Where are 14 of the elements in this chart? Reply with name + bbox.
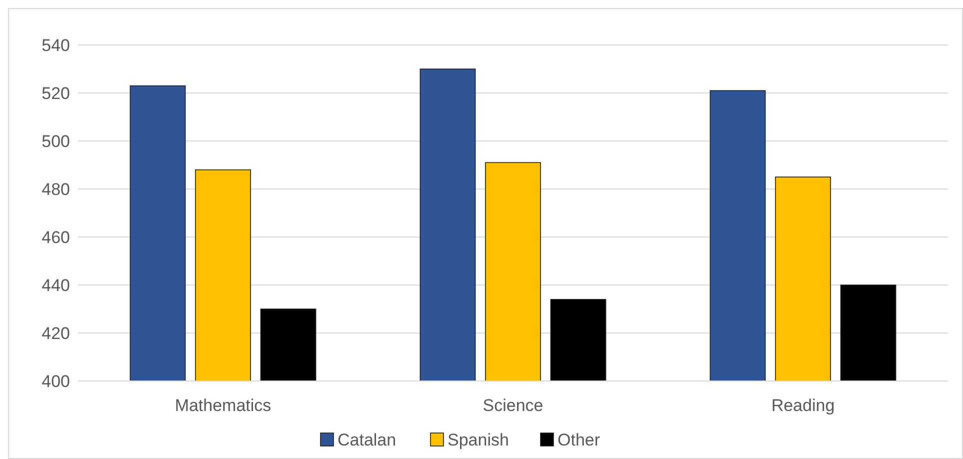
y-tick-label: 540 — [42, 36, 70, 55]
legend-label: Catalan — [338, 430, 396, 450]
legend-label: Other — [558, 430, 600, 450]
x-tick-label: Science — [482, 396, 544, 415]
y-tick-label: 520 — [42, 84, 70, 103]
y-tick-label: 440 — [42, 276, 70, 295]
x-tick-label: Mathematics — [174, 396, 272, 415]
y-tick-label: 460 — [42, 228, 70, 247]
legend-label: Spanish — [448, 430, 509, 450]
y-tick-label: 480 — [42, 180, 70, 199]
y-tick-label: 500 — [42, 132, 70, 151]
y-tick-label: 420 — [42, 324, 70, 343]
x-tick-label: Reading — [771, 396, 835, 415]
y-tick-label: 400 — [42, 372, 70, 391]
